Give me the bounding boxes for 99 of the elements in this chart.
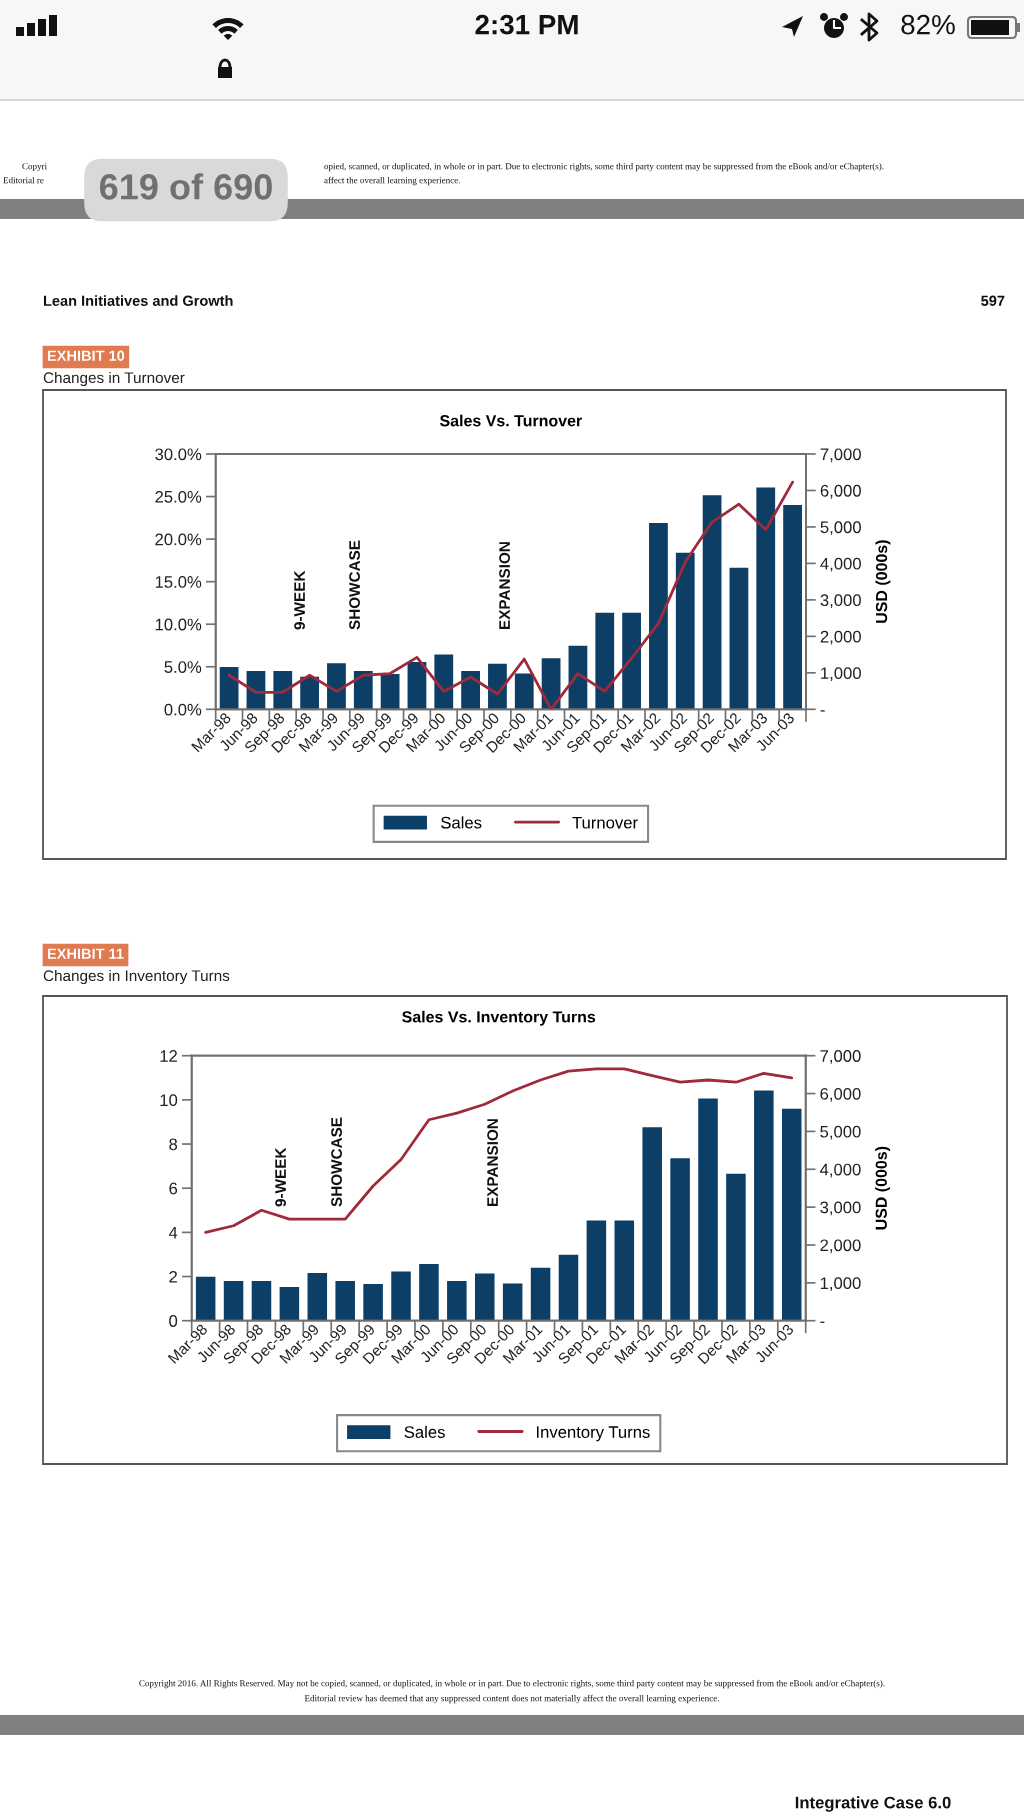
bar (251, 1280, 272, 1321)
text: Copyright 2016. All Rights Reserved. May not be copied, scanned, or duplicated, in whole or in part. Due to electronic rights, some third party content may be suppressed from the eBook and/or eChapter(s). (139, 1679, 885, 1689)
annotation: SHOWCASE (331, 1117, 342, 1207)
bar (754, 1090, 774, 1321)
text: EXHIBIT 10 (47, 350, 125, 361)
bar (219, 666, 239, 710)
y-tick-label: 10.0% (155, 618, 202, 631)
y-tick-label: 20.0% (155, 533, 202, 546)
bar (675, 552, 695, 710)
text: 619 of 690 (100, 173, 272, 200)
y2-tick-label: - (820, 1321, 825, 1323)
y2-tick-label: 4,000 (819, 1163, 861, 1178)
bar (419, 1263, 439, 1321)
legend-label: Sales (404, 1425, 445, 1438)
y-tick-label: 30.0% (155, 448, 202, 461)
bar (223, 1280, 244, 1321)
bar (670, 1158, 690, 1321)
bar (447, 1280, 467, 1321)
bar (530, 1267, 551, 1321)
y-tick-label: 15.0% (155, 576, 202, 588)
y-tick-label: 12 (160, 1050, 177, 1062)
bar (642, 1127, 662, 1321)
bar (783, 505, 802, 710)
bar (335, 1280, 355, 1321)
text: Editorial re (3, 176, 44, 184)
y2-tick-label: 5,000 (820, 1125, 861, 1140)
bar (622, 612, 641, 710)
bar (461, 671, 480, 710)
y2-tick-label: 1,000 (820, 1277, 861, 1292)
y2-tick-label: 7,000 (820, 448, 861, 463)
text: Lean Initiatives and Growth (43, 295, 233, 306)
y2-axis-title: USD (000s) (875, 1146, 891, 1230)
text: affect the overall learning experience. (324, 176, 460, 186)
y2-tick-label: 3,000 (820, 594, 861, 609)
y-tick-label: 6 (169, 1182, 178, 1195)
text: opied, scanned, or duplicated, in whole or in part. Due to electronic rights, some third party content may be suppressed from the eBook and/or eChapter(s). (324, 162, 884, 172)
bar (649, 522, 668, 710)
chart-title: Sales Vs. Inventory Turns (402, 1010, 596, 1026)
bar (391, 1271, 411, 1321)
bar (729, 567, 749, 710)
bar (279, 1287, 300, 1321)
bar (756, 487, 776, 710)
y-tick-label: 10 (160, 1094, 178, 1107)
bar (586, 1220, 607, 1321)
annotation: EXPANSION (499, 542, 510, 629)
y2-tick-label: 2,000 (820, 1239, 861, 1254)
bar (502, 1283, 523, 1321)
bar (380, 673, 400, 710)
y2-tick-label: 2,000 (820, 630, 861, 645)
bar (434, 654, 454, 710)
text: Copyri (22, 163, 47, 172)
text: Editorial review has deemed that any suppressed content does not materially affect the overall learning experience. (304, 1694, 719, 1704)
text: EXHIBIT 11 (47, 948, 124, 959)
y2-tick-label: 6,000 (820, 484, 861, 499)
y2-tick-label: 3,000 (820, 1201, 861, 1216)
y-tick-label: 8 (169, 1138, 178, 1151)
y-tick-label: 4 (168, 1226, 178, 1239)
legend-label: Inventory Turns (536, 1426, 650, 1442)
bar (595, 612, 615, 710)
bar (353, 671, 373, 710)
bar (195, 1276, 216, 1321)
bar (363, 1283, 383, 1321)
legend-label: Sales (441, 816, 482, 829)
legend-label: Turnover (572, 816, 638, 829)
bar (514, 673, 534, 710)
bar (407, 661, 427, 710)
chart-title: Sales Vs. Turnover (440, 414, 582, 427)
y2-tick-label: 1,000 (821, 667, 861, 681)
bar (698, 1098, 718, 1321)
annotation: SHOWCASE (349, 540, 360, 630)
bar (726, 1173, 746, 1321)
line-series (204, 1067, 794, 1234)
bar (327, 663, 346, 710)
bar (614, 1220, 635, 1321)
text: 2:31 PM (475, 14, 578, 35)
y2-axis-title: USD (000s) (875, 540, 891, 623)
bar (474, 1273, 495, 1321)
text: Changes in Turnover (43, 371, 185, 387)
y2-tick-label: 7,000 (820, 1050, 861, 1064)
y2-tick-label: 5,000 (820, 521, 861, 536)
y-tick-label: 2 (169, 1270, 177, 1283)
line-series (227, 480, 794, 710)
bar (558, 1254, 579, 1321)
bar (702, 495, 722, 710)
text: 82% (901, 14, 955, 35)
y2-tick-label: 6,000 (820, 1087, 861, 1102)
text: Changes in Inventory Turns (43, 969, 230, 985)
annotation: 9-WEEK (275, 1147, 286, 1207)
y-tick-label: 25.0% (155, 490, 202, 503)
text: Integrative Case 6.0 (795, 1796, 951, 1812)
y2-tick-label: 4,000 (820, 557, 861, 572)
y-tick-label: 5.0% (164, 661, 202, 673)
annotation: 9-WEEK (294, 570, 305, 630)
y2-tick-label: - (820, 710, 825, 712)
annotation: EXPANSION (487, 1119, 498, 1206)
bar (307, 1273, 328, 1321)
text: 597 (981, 295, 1005, 306)
bar (781, 1108, 802, 1321)
bar (273, 671, 293, 710)
